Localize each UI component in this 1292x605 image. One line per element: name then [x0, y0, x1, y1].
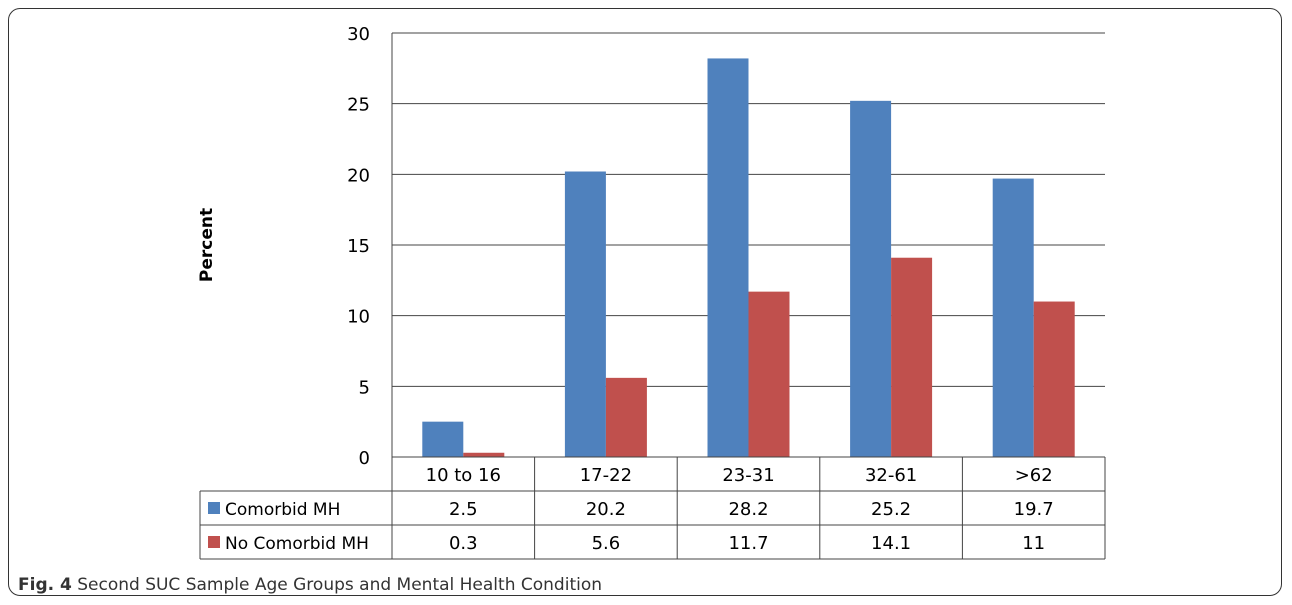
data-label: 28.2	[728, 499, 768, 520]
y-axis-title: Percent	[197, 208, 217, 282]
figure-caption-text: Second SUC Sample Age Groups and Mental …	[77, 575, 603, 595]
data-label: 11.7	[728, 533, 768, 554]
bar	[463, 452, 505, 457]
bar	[891, 257, 933, 457]
category-label: 17-22	[580, 465, 632, 486]
data-label: 11	[1022, 533, 1045, 554]
data-label: 14.1	[871, 533, 911, 554]
figure-label: Fig. 4	[18, 575, 72, 595]
data-label: 5.6	[592, 533, 621, 554]
bar	[564, 171, 606, 458]
data-label: 20.2	[586, 499, 626, 520]
bar	[748, 291, 790, 457]
legend-label: No Comorbid MH	[225, 534, 369, 554]
y-tick-label: 10	[347, 307, 370, 328]
bar	[605, 377, 647, 457]
category-label: 32-61	[865, 465, 917, 486]
category-label: 10 to 16	[426, 465, 501, 486]
bar	[422, 421, 464, 457]
category-label: >62	[1015, 465, 1053, 486]
y-tick-label: 25	[347, 95, 370, 116]
legend-swatch	[208, 502, 220, 514]
bar	[992, 178, 1034, 457]
y-tick-label: 5	[359, 377, 370, 398]
legend-label: Comorbid MH	[225, 500, 340, 520]
legend-swatch	[208, 536, 220, 548]
bar	[1033, 301, 1075, 457]
y-tick-label: 20	[347, 165, 370, 186]
data-label: 19.7	[1014, 499, 1054, 520]
data-label: 0.3	[449, 533, 478, 554]
data-label: 25.2	[871, 499, 911, 520]
data-label: 2.5	[449, 499, 478, 520]
bar	[707, 58, 749, 457]
figure-frame	[8, 8, 1282, 596]
y-tick-label: 15	[347, 236, 370, 257]
y-tick-label: 30	[347, 24, 370, 45]
figure-caption: Fig. 4 Second SUC Sample Age Groups and …	[18, 575, 602, 595]
category-label: 23-31	[722, 465, 774, 486]
bar	[850, 100, 892, 457]
y-tick-label: 0	[359, 448, 370, 469]
